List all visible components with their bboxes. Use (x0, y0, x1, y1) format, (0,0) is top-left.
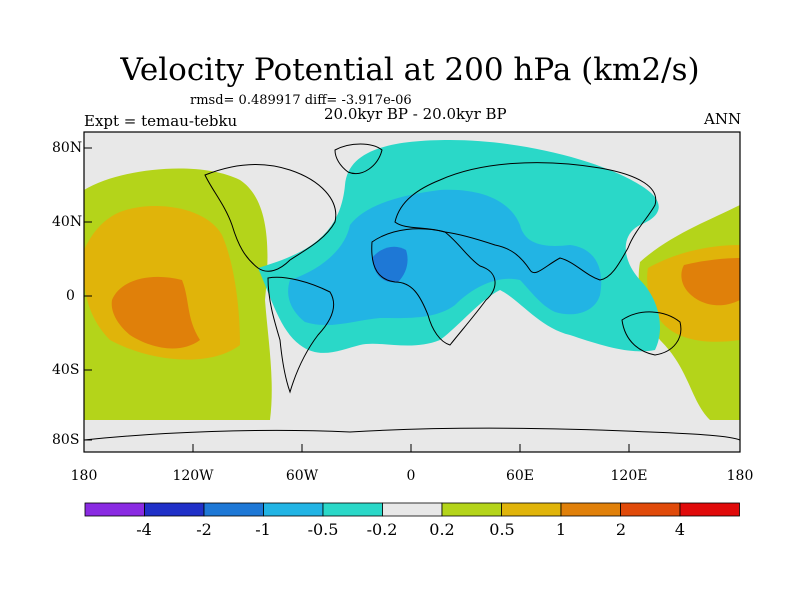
colorbar-swatch (203, 502, 264, 517)
lon-tick-0: 0 (406, 468, 416, 484)
experiment-label: Expt = temau-tebku (84, 112, 238, 130)
stats-text: rmsd= 0.489917 diff= -3.917e-06 (190, 93, 412, 108)
lat-tick-80n: 80N (52, 140, 83, 156)
coast-eurasia (394, 162, 657, 281)
colorbar-swatch (382, 502, 443, 517)
colorbar-swatch (322, 502, 383, 517)
colorbar-swatch (679, 502, 740, 517)
coastlines (84, 143, 740, 441)
colorbar-label: -0.2 (366, 520, 398, 539)
contour-neg-05 (288, 189, 602, 326)
colorbar-swatch (263, 502, 324, 517)
colorbar-label: -0.5 (307, 520, 339, 539)
lat-tick-80s: 80S (52, 432, 80, 448)
coast-greenland (334, 143, 383, 174)
lon-tick-60e: 60E (505, 468, 535, 484)
contour-neg-1 (372, 246, 408, 283)
colorbar-label: 1 (555, 520, 567, 539)
map-frame (83, 131, 741, 453)
colorbar-swatch (560, 502, 621, 517)
colorbar-swatch (620, 502, 681, 517)
axis-ticks (84, 147, 630, 452)
coast-antarctica (84, 427, 740, 441)
lat-tick-0: 0 (66, 288, 75, 304)
season-label: ANN (704, 110, 742, 128)
colorbar-label: -4 (136, 520, 152, 539)
colorbar-label: 0.2 (429, 520, 455, 539)
period-label: 20.0kyr BP - 20.0kyr BP (324, 105, 507, 123)
contour-field (84, 132, 740, 452)
colorbar-label: -1 (255, 520, 271, 539)
contour-pos-1-west (111, 276, 200, 349)
colorbar-swatch (441, 502, 502, 517)
colorbar-label: 4 (674, 520, 686, 539)
lat-tick-40s: 40S (52, 362, 80, 378)
lon-tick-60w: 60W (285, 468, 319, 484)
contour-pos-1-east (681, 258, 740, 306)
coast-south-america (267, 276, 334, 394)
colorbar-swatch (144, 502, 205, 517)
colorbar-label: 2 (615, 520, 627, 539)
lon-tick-180w: 180 (70, 468, 98, 484)
lon-tick-120w: 120W (172, 468, 214, 484)
lon-tick-180e: 180 (726, 468, 754, 484)
colorbar-swatch (84, 502, 145, 517)
colorbar (84, 502, 740, 517)
lat-tick-40n: 40N (52, 214, 83, 230)
colorbar-label: 0.5 (489, 520, 515, 539)
colorbar-label: -2 (196, 520, 212, 539)
coast-north-america (204, 164, 337, 272)
colorbar-swatch (501, 502, 562, 517)
coast-australia (621, 311, 682, 356)
map-title: Velocity Potential at 200 hPa (km2/s) (120, 52, 700, 88)
lon-tick-120e: 120E (610, 468, 648, 484)
